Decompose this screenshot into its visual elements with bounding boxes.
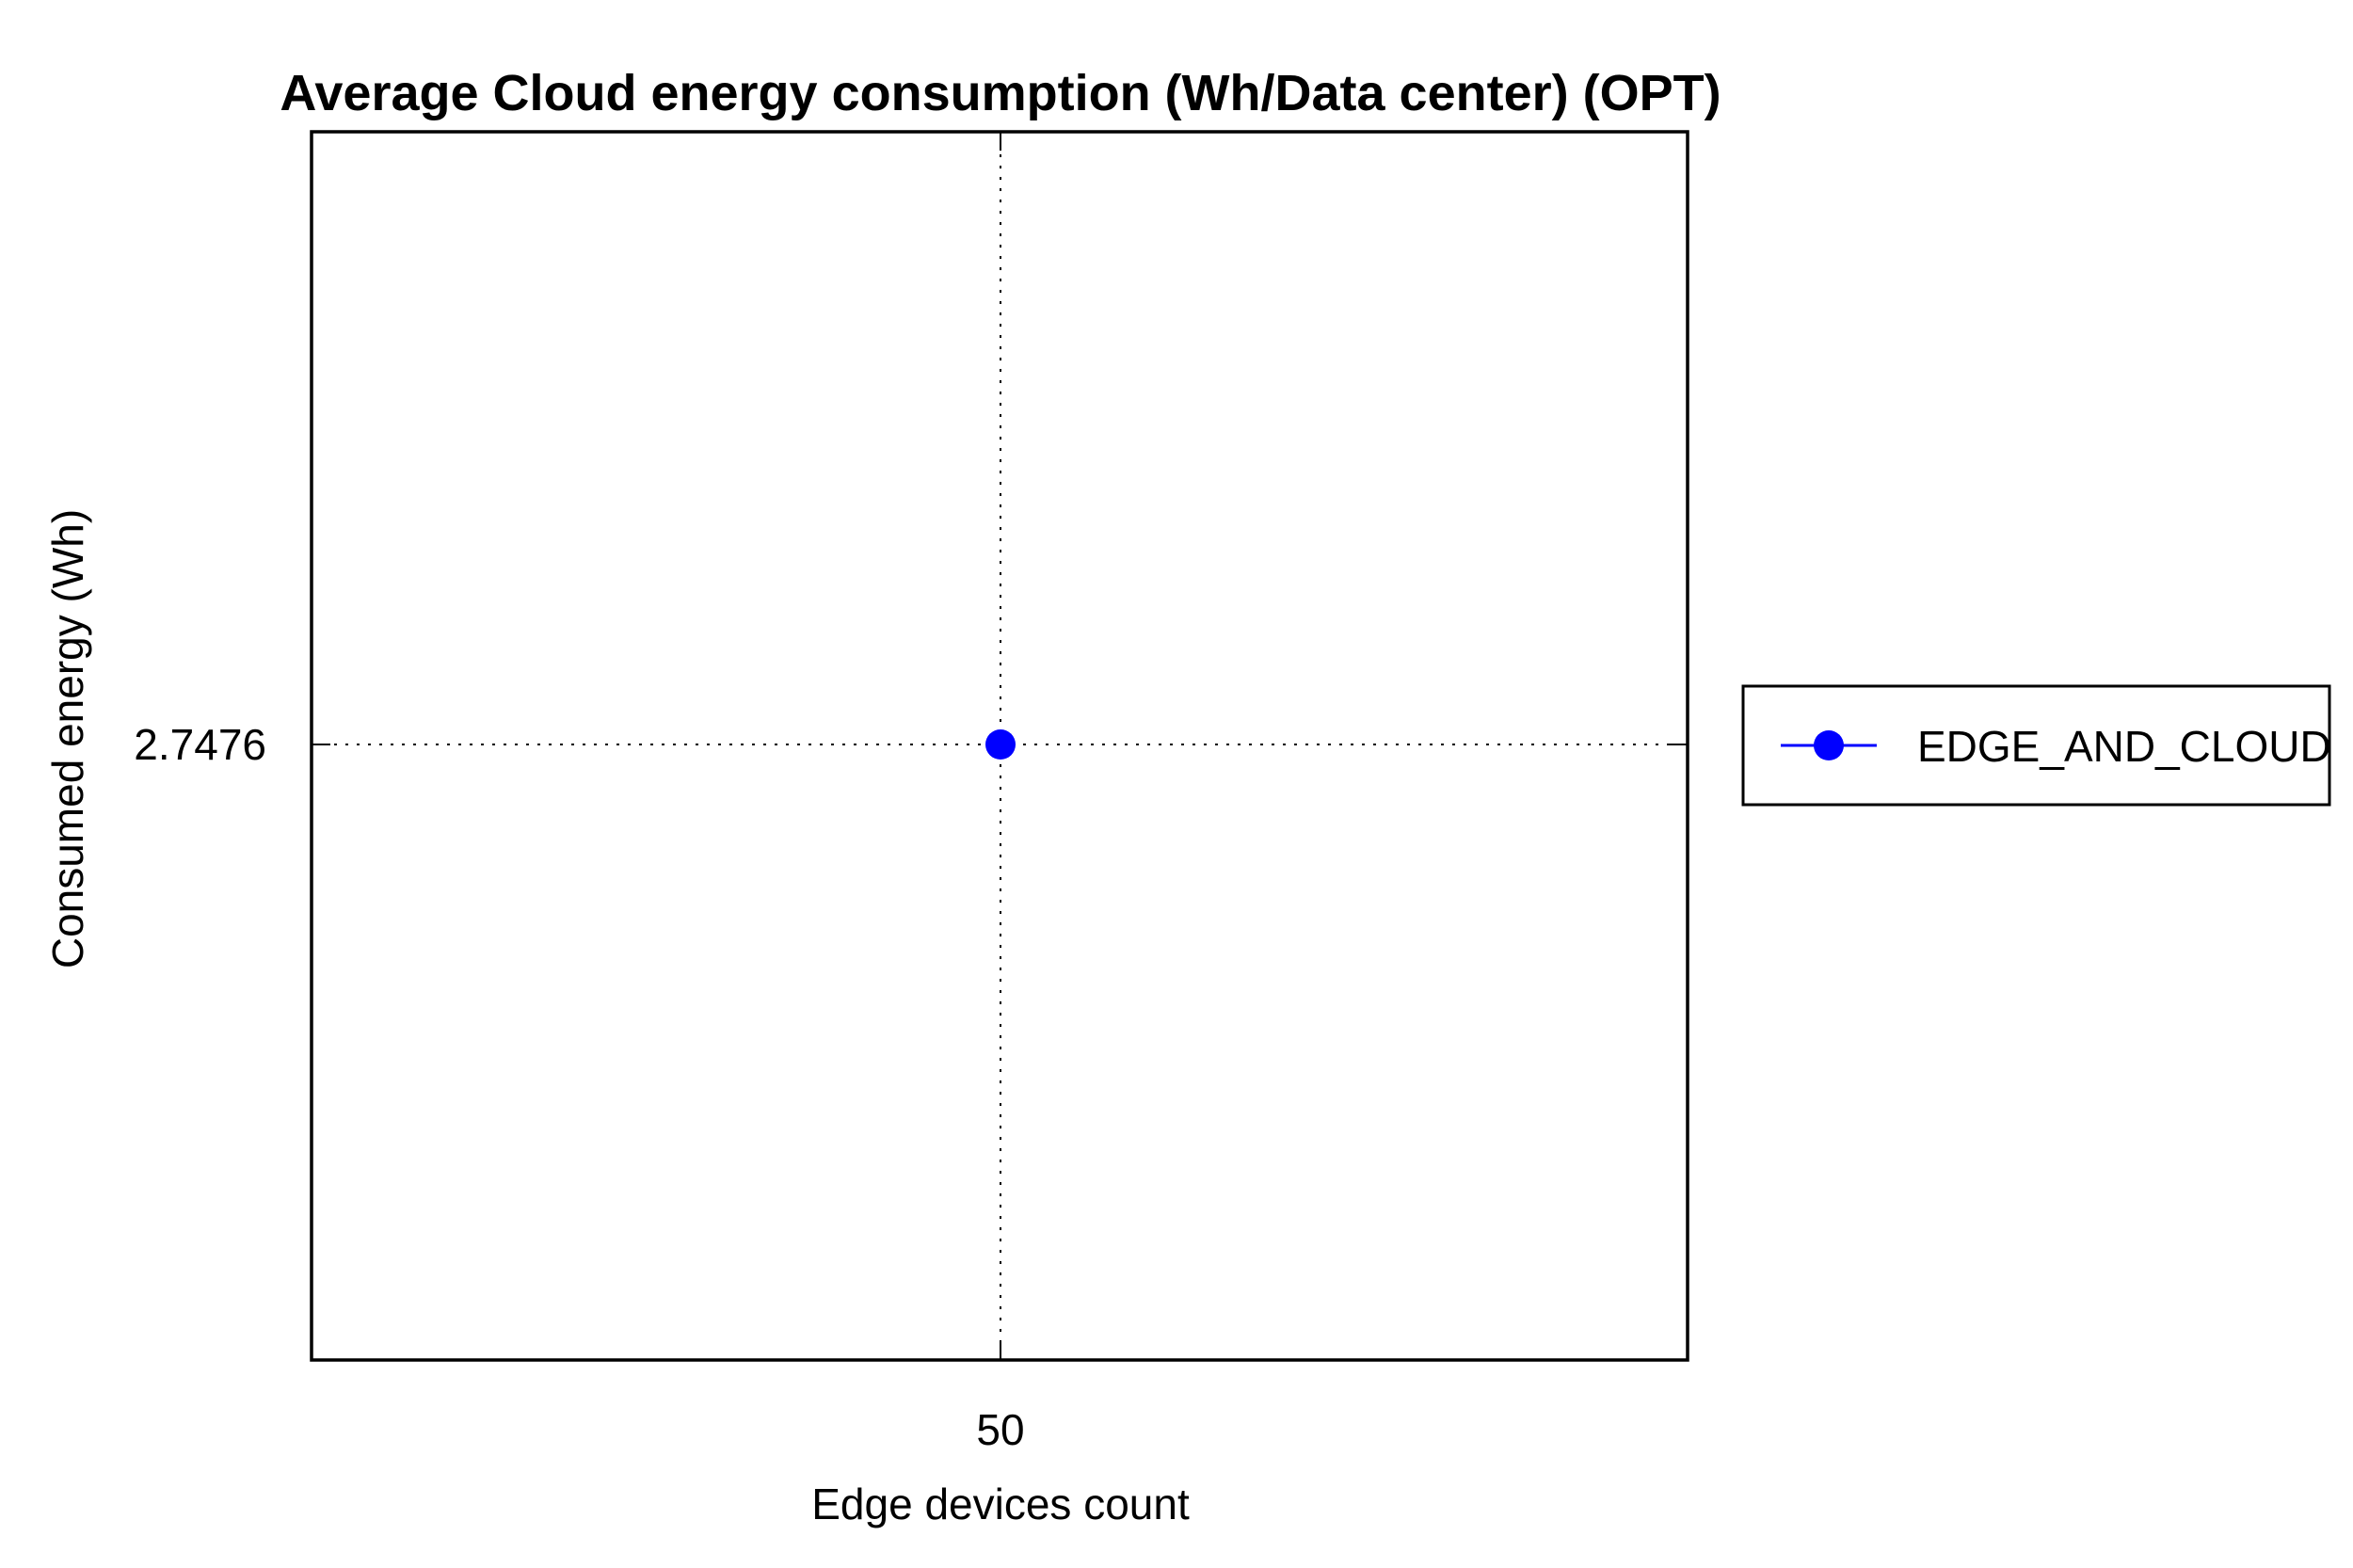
chart-title: Average Cloud energy consumption (Wh/Dat… (280, 65, 1721, 121)
x-tick-label: 50 (976, 1405, 1024, 1454)
x-axis-label: Edge devices count (811, 1480, 1190, 1528)
legend: EDGE_AND_CLOUD (1741, 684, 2331, 807)
legend-label-edge-and-cloud: EDGE_AND_CLOUD (1917, 722, 2331, 771)
plot-area-frame (310, 130, 1689, 1362)
y-tick-label: 2.7476 (134, 720, 266, 769)
legend-marker-sample (1814, 730, 1844, 760)
y-axis-label: Consumed energy (Wh) (43, 509, 92, 968)
data-point-edge-and-cloud (985, 729, 1016, 760)
